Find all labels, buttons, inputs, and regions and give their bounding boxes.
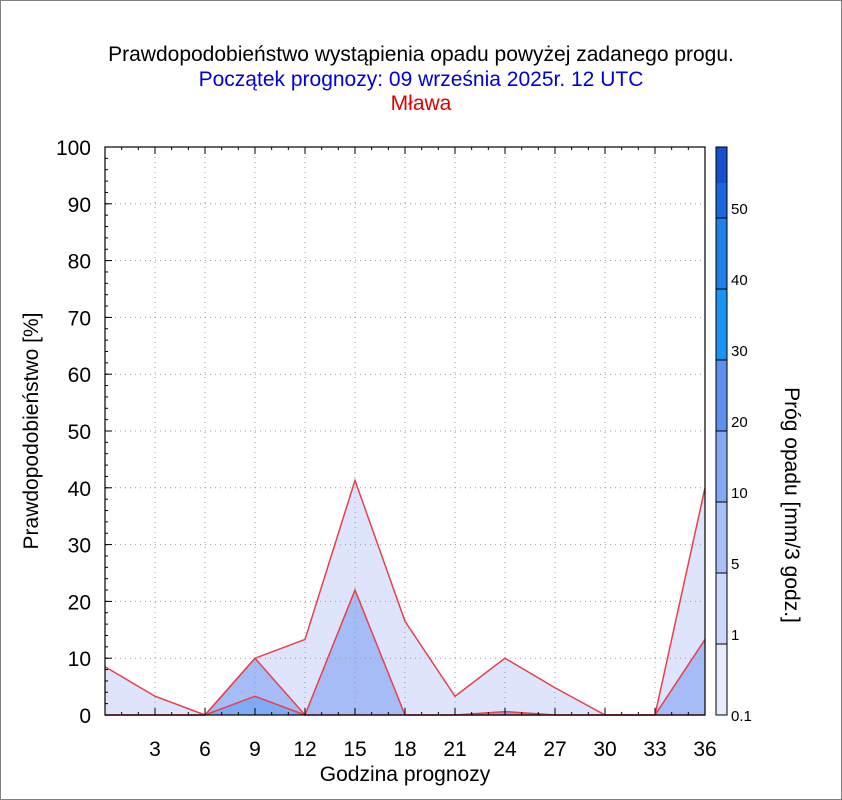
chart-title: Prawdopodobieństwo wystąpienia opadu pow… — [108, 43, 734, 66]
y-tick-label: 30 — [68, 535, 91, 558]
y-tick-label: 100 — [56, 137, 91, 160]
area-series-0 — [105, 480, 705, 715]
colorbar-tick-label: 40 — [731, 272, 748, 289]
grid-lines — [105, 147, 705, 715]
y-tick-label: 20 — [68, 591, 91, 614]
colorbar-tick-label: 30 — [731, 343, 748, 360]
x-tick-label: 36 — [693, 738, 716, 761]
x-tick-label: 6 — [199, 738, 211, 761]
colorbar-segment — [716, 644, 727, 715]
x-tick-label: 27 — [543, 738, 566, 761]
axes: 3 6 9 12 15 18 21 24 27 30 33 360102030405060708090… — [56, 137, 717, 761]
colorbar-label: Próg opadu [mm/3 godz.] — [780, 387, 803, 623]
y-tick-label: 90 — [68, 194, 91, 217]
x-tick-label: 33 — [643, 738, 666, 761]
colorbar-tick-label: 0.1 — [731, 708, 752, 725]
x-tick-label: 9 — [249, 738, 261, 761]
colorbar-segment — [716, 431, 727, 502]
x-tick-label: 12 — [293, 738, 316, 761]
colorbar-segment — [716, 183, 727, 218]
x-tick-label: 21 — [443, 738, 466, 761]
y-tick-label: 60 — [68, 364, 91, 387]
colorbar-segment — [716, 360, 727, 431]
y-tick-label: 40 — [68, 478, 91, 501]
y-tick-label: 0 — [79, 705, 91, 728]
y-axis-label: Prawdopodobieństwo [%] — [20, 313, 43, 550]
x-tick-label: 30 — [593, 738, 616, 761]
y-tick-label: 70 — [68, 307, 91, 330]
colorbar-segment — [716, 573, 727, 644]
y-tick-label: 10 — [68, 648, 91, 671]
y-tick-label: 50 — [68, 421, 91, 444]
colorbar-tick-label: 50 — [731, 201, 748, 218]
chart-subtitle: Początek prognozy: 09 września 2025r. 12… — [198, 68, 644, 91]
colorbar-segment — [716, 502, 727, 573]
colorbar-tick-label: 5 — [731, 556, 739, 573]
x-tick-label: 18 — [393, 738, 416, 761]
location-name: Mława — [390, 92, 452, 115]
x-axis-label: Godzina prognozy — [320, 763, 491, 786]
x-tick-label: 15 — [343, 738, 366, 761]
colorbar-segment — [716, 147, 727, 183]
colorbar-tick-label: 1 — [731, 627, 739, 644]
x-tick-label: 3 — [149, 738, 161, 761]
colorbar-tick-label: 10 — [731, 485, 748, 502]
x-tick-label: 24 — [493, 738, 517, 761]
colorbar-segment — [716, 289, 727, 360]
area-series-1 — [105, 590, 705, 715]
colorbar: 0.1 1 5 10 20 30 40 50 — [715, 146, 752, 725]
y-tick-label: 80 — [68, 251, 91, 274]
colorbar-tick-label: 20 — [731, 414, 748, 431]
colorbar-segment — [716, 218, 727, 289]
